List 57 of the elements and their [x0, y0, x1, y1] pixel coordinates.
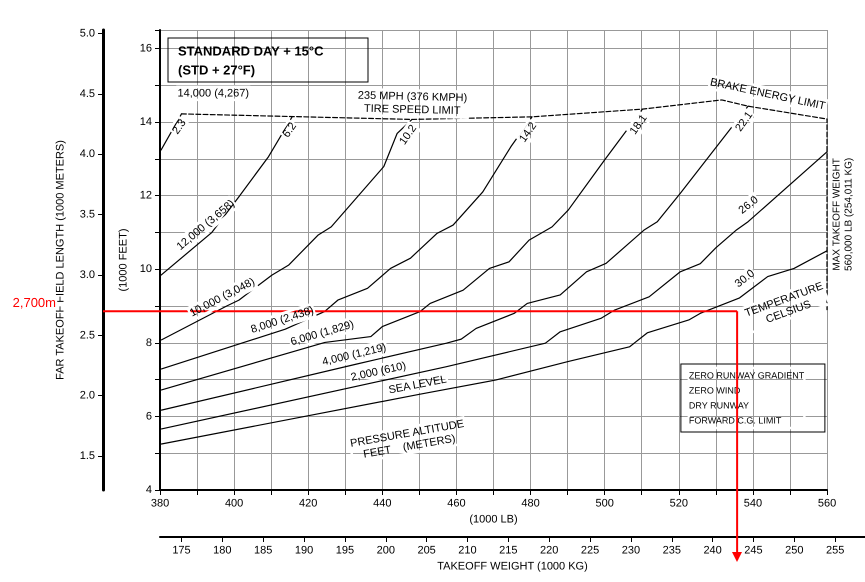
y-tick-label: 12 [140, 190, 152, 202]
y2-tick-label: 4.5 [80, 88, 95, 100]
x-axis-title: (1000 LB) [469, 514, 518, 526]
y-tick-label: 6 [146, 410, 152, 422]
text: 2,000 (610) [350, 360, 408, 384]
x2-tick-label: 245 [744, 544, 763, 556]
x-tick-label: 460 [447, 498, 466, 510]
y-tick-label: 10 [140, 263, 152, 276]
y-tick-label: 8 [146, 336, 152, 349]
x2-tick-label: 250 [785, 544, 804, 556]
y2-tick-label: 3.5 [80, 208, 95, 221]
annotation: 6.2 [280, 120, 300, 140]
x-tick-label: 560 [818, 498, 836, 510]
x2-tick-label: 175 [172, 544, 191, 556]
text: STANDARD DAY + 15°C [178, 44, 324, 58]
text: SEA LEVEL [388, 374, 448, 396]
y2-tick-label: 1.5 [80, 450, 95, 462]
x-tick-label: 540 [744, 498, 762, 510]
x2-tick-label: 230 [622, 544, 640, 556]
y-tick-label: 4 [146, 484, 152, 496]
x2-tick-label: 225 [580, 544, 600, 556]
x2-tick-label: 235 [662, 544, 681, 556]
x2-tick-label: 190 [294, 544, 314, 556]
x2-tick-label: 205 [417, 544, 436, 556]
text: MAX TAKEOFF WEIGHT 560,000 LB (254,011 KG) [832, 158, 854, 271]
x2-axis-title: TAKEOFF WEIGHT (1000 KG) [437, 560, 588, 572]
series-label: 235 MPH (376 KMPH) TIRE SPEED LIMIT [358, 90, 468, 118]
x2-tick-label: 195 [336, 544, 354, 556]
y-tick-label: 16 [140, 42, 152, 54]
x2-tick-label: 240 [703, 544, 722, 556]
x-tick-label: 380 [150, 498, 170, 510]
x2-tick-label: 215 [499, 544, 518, 556]
y2-tick-label: 2.5 [80, 329, 95, 342]
annotation: BRAKE ENERGY LIMIT [708, 76, 827, 113]
x2-tick-label: 220 [540, 544, 558, 556]
x-tick-label: 500 [595, 498, 614, 510]
x-tick-label: 440 [373, 498, 392, 510]
x2-tick-label: 180 [213, 544, 232, 556]
x2-tick-label: 200 [376, 544, 395, 556]
x2-tick-label: 185 [254, 544, 272, 556]
x-tick-label: 520 [670, 498, 688, 510]
y2-tick-label: 3.0 [80, 268, 95, 281]
series-label: 14,000 (4,267) [177, 87, 250, 100]
ref-line-label: 2,700m [12, 295, 56, 310]
y2-tick-label: 4.0 [80, 148, 95, 160]
y-tick-label: 14 [140, 116, 152, 128]
annotation: PRESSURE ALTITUDE FEET (METERS) [349, 418, 465, 461]
annotation: 26.0 [736, 194, 761, 217]
x-tick-label: 480 [521, 498, 540, 510]
x2-tick-label: 210 [458, 544, 477, 556]
x-tick-label: 400 [224, 498, 244, 510]
y2-tick-label: 5.0 [80, 28, 95, 40]
x2-tick-label: 255 [826, 544, 844, 556]
x-tick-label: 420 [299, 498, 318, 510]
y-axis-title: (1000 FEET) [117, 228, 130, 292]
y2-tick-label: 2.0 [80, 390, 95, 402]
text: (STD + 27°F) [178, 62, 256, 78]
